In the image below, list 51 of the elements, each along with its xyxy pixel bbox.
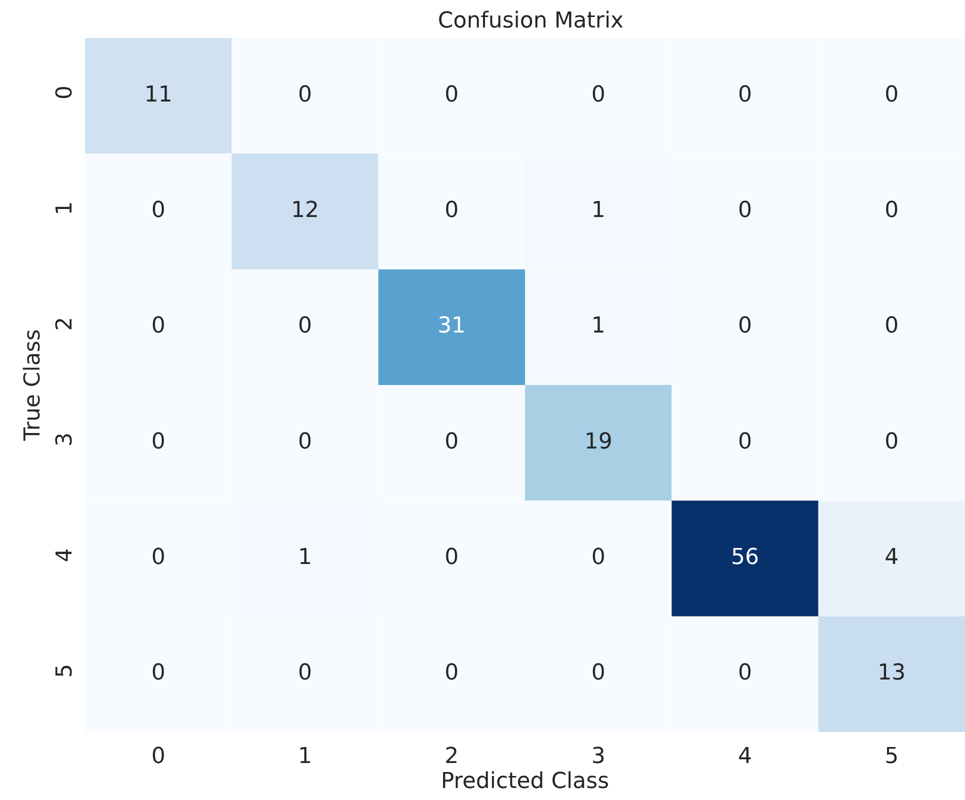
data-label: 0 <box>738 660 752 686</box>
data-label: 0 <box>738 314 752 339</box>
data-label: 0 <box>298 82 312 108</box>
y-tick-label: 4 <box>52 548 78 562</box>
y-tick-label: 1 <box>52 201 78 216</box>
data-label: 0 <box>151 545 166 570</box>
data-label: 0 <box>151 314 166 339</box>
data-label: 0 <box>444 660 459 686</box>
x-tick-label: 0 <box>151 744 166 769</box>
data-label: 0 <box>738 429 752 454</box>
x-axis-title: Predicted Class <box>440 769 610 794</box>
data-label: 0 <box>444 198 459 223</box>
data-label: 0 <box>444 545 459 570</box>
x-tick-label: 3 <box>591 744 606 769</box>
data-label: 0 <box>591 82 606 108</box>
x-tick-label: 1 <box>298 744 312 769</box>
data-label: 11 <box>144 82 172 108</box>
data-label: 12 <box>291 198 319 223</box>
data-label: 0 <box>591 660 606 686</box>
chart-title: Confusion Matrix <box>438 8 624 34</box>
data-label: 0 <box>591 545 606 570</box>
data-label: 56 <box>731 545 759 570</box>
data-label: 0 <box>884 429 899 454</box>
x-tick-label: 5 <box>884 744 899 769</box>
data-label: 0 <box>298 429 312 454</box>
y-tick-label: 0 <box>52 86 78 100</box>
data-label: 1 <box>298 545 312 570</box>
data-label: 0 <box>151 660 166 686</box>
y-tick-label: 5 <box>52 664 78 678</box>
data-label: 0 <box>444 429 459 454</box>
y-tick-label: 3 <box>52 432 78 447</box>
data-label: 0 <box>151 198 166 223</box>
data-label: 0 <box>298 314 312 339</box>
data-label: 1 <box>591 314 606 339</box>
data-label: 0 <box>738 82 752 108</box>
data-label: 19 <box>584 429 612 454</box>
data-label: 1 <box>591 198 606 223</box>
x-tick-label: 2 <box>444 744 459 769</box>
data-label: 0 <box>151 429 166 454</box>
data-label: 31 <box>438 314 466 339</box>
data-label: 4 <box>884 545 899 570</box>
data-label: 13 <box>878 660 906 686</box>
data-label: 0 <box>444 82 459 108</box>
data-label: 0 <box>884 82 899 108</box>
x-tick-label: 4 <box>738 744 752 769</box>
y-axis-title: True Class <box>20 329 46 442</box>
data-label: 0 <box>738 198 752 223</box>
data-label: 0 <box>884 198 899 223</box>
y-tick-label: 2 <box>52 316 78 331</box>
data-label: 0 <box>298 660 312 686</box>
data-label: 0 <box>884 314 899 339</box>
